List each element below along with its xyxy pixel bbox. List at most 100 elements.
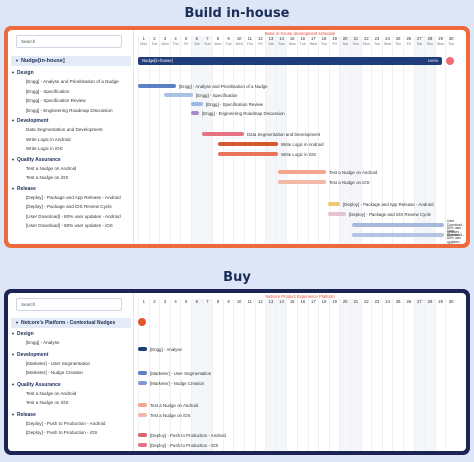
day-name: Sat	[268, 42, 274, 46]
task-row[interactable]: [User Download] - 80% user updates - And…	[26, 213, 121, 219]
task-row[interactable]: [Deploy] - Push to Production - Android	[26, 420, 106, 426]
task-row[interactable]: [User Download] - 80% user updates - iOS	[26, 223, 113, 228]
phase-row[interactable]: ▼ Quality Assurance	[11, 155, 131, 164]
task-bar[interactable]	[218, 142, 278, 146]
phase-row[interactable]: ▼ Design	[11, 329, 131, 338]
task-bar[interactable]	[328, 202, 340, 206]
task-bar[interactable]	[278, 170, 326, 174]
task-bar[interactable]	[138, 371, 147, 375]
task-row[interactable]: [Engg] - Specification Review	[26, 98, 86, 103]
task-row[interactable]: Write Logic in Android	[26, 136, 71, 142]
task-bar[interactable]	[191, 102, 203, 106]
phase-row[interactable]: ▼ Development	[11, 116, 131, 125]
task-bar-label: User Download - 80% user updates - iOS	[447, 229, 465, 244]
task-bar[interactable]	[352, 223, 444, 227]
collapse-icon[interactable]: ▼	[11, 331, 15, 336]
collapse-icon[interactable]: ▼	[15, 320, 19, 325]
collapse-icon[interactable]: ▼	[11, 351, 15, 357]
task-bar-label: [Marketer] - Nudge Creation	[150, 380, 205, 386]
task-row[interactable]: [Deploy] - Package and iOS Review Cycle	[26, 204, 112, 209]
task-bar[interactable]	[191, 111, 199, 115]
milestone-icon[interactable]	[138, 318, 146, 326]
day-column: 8	[212, 299, 223, 451]
phase-row[interactable]: ▼ Release	[11, 410, 131, 419]
task-row[interactable]: Test a Nudge on iOS	[26, 400, 69, 405]
day-column: 3 Wed	[159, 36, 170, 244]
task-row[interactable]: [Engg] - Analyse	[26, 340, 60, 345]
day-number: 4	[174, 36, 177, 41]
day-number: 28	[427, 36, 433, 41]
project-row[interactable]: ▼ Netcore's Platform - Contextual Nudges	[11, 318, 131, 328]
task-bar[interactable]	[138, 403, 147, 407]
task-bar[interactable]	[138, 433, 147, 437]
day-name: Thu	[395, 42, 402, 46]
task-row[interactable]: Test a Nudge on iOS	[26, 175, 69, 180]
task-row[interactable]: [Engg] - Engineering Roadmap Discussion	[26, 107, 113, 113]
task-bar[interactable]	[138, 443, 147, 447]
task-row[interactable]: Data Segmentation and Development	[26, 127, 103, 132]
task-bar[interactable]	[164, 93, 193, 97]
day-number: 16	[300, 36, 306, 41]
day-column: 10	[233, 299, 244, 451]
collapse-icon[interactable]: ▼	[15, 58, 19, 63]
phase-row[interactable]: ▼ Design	[11, 68, 131, 77]
phase-row[interactable]: ▼ Development	[11, 350, 131, 359]
task-bar[interactable]	[138, 347, 147, 351]
collapse-icon[interactable]: ▼	[11, 156, 15, 162]
project-summary-bar[interactable]: Nudge[in-house] 100%	[138, 57, 442, 65]
collapse-icon[interactable]: ▼	[11, 411, 15, 417]
day-column: 4	[169, 299, 181, 451]
task-row[interactable]: [Engg] - Analyse and Prioritisation of a…	[26, 79, 119, 84]
day-name: Thu	[320, 42, 328, 46]
task-row[interactable]: [Marketer] - User Segmentation	[26, 360, 91, 366]
task-bar[interactable]	[138, 381, 147, 385]
task-row[interactable]: [Engg] - Specification	[26, 88, 70, 94]
milestone-icon[interactable]	[446, 57, 454, 65]
task-row[interactable]: [Deploy] - Push to Production - iOS	[26, 430, 98, 435]
task-bar[interactable]	[328, 212, 346, 216]
collapse-icon[interactable]: ▼	[11, 70, 15, 75]
collapse-icon[interactable]: ▼	[11, 381, 15, 387]
phase-row[interactable]: ▼ Quality Assurance	[11, 380, 131, 389]
summary-progress: 100%	[427, 58, 438, 63]
day-column: 2	[148, 299, 160, 451]
phase-label: Release	[16, 411, 36, 418]
task-row[interactable]: Write Logic in iOS	[26, 146, 63, 151]
day-number: 21	[353, 36, 359, 41]
task-bar[interactable]	[218, 152, 278, 156]
task-row[interactable]: [Deploy] - Package and App Release - And…	[26, 194, 121, 200]
search-input[interactable]: Search	[16, 298, 122, 311]
phase-row[interactable]: ▼ Release	[11, 184, 131, 193]
task-bar[interactable]	[278, 180, 326, 184]
collapse-icon[interactable]: ▼	[11, 185, 15, 191]
day-column: 25 Thu	[392, 36, 403, 244]
day-column: 13	[265, 299, 276, 451]
day-number: 2	[153, 36, 156, 41]
task-bar[interactable]	[138, 413, 147, 417]
day-number: 25	[395, 299, 401, 304]
day-column: 15	[286, 299, 297, 451]
day-column: 30	[445, 299, 456, 451]
task-bar[interactable]	[138, 84, 176, 88]
task-bar-label: Write Logic in iOS	[281, 151, 317, 157]
task-row[interactable]: Test a Nudge on Android	[26, 390, 77, 396]
day-number: 27	[417, 36, 422, 41]
collapse-icon[interactable]: ▼	[11, 118, 15, 123]
task-bar[interactable]	[202, 132, 244, 136]
task-row[interactable]: [Marketer] - Nudge Creation	[26, 370, 83, 375]
day-name: Fri	[258, 42, 263, 46]
task-bar-label: [Engg] - Analyse and Prioritisation of a…	[179, 83, 268, 89]
day-name: Sat	[194, 42, 200, 46]
day-number: 19	[332, 36, 337, 41]
project-row[interactable]: ▼ Nudge[in-house]	[11, 56, 131, 66]
task-bar-label: User Download - 80% user updates - Andro…	[447, 219, 465, 238]
task-bar[interactable]	[352, 233, 444, 237]
day-number: 12	[258, 299, 263, 304]
day-column: 24 Wed	[381, 36, 393, 244]
day-number: 13	[268, 36, 274, 41]
day-column: 17 Wed	[307, 36, 319, 244]
day-column: 11	[244, 299, 255, 451]
search-input[interactable]: Search	[16, 35, 122, 48]
task-row[interactable]: Test a Nudge on Android	[26, 165, 77, 171]
day-column: 12 Fri	[254, 36, 266, 244]
